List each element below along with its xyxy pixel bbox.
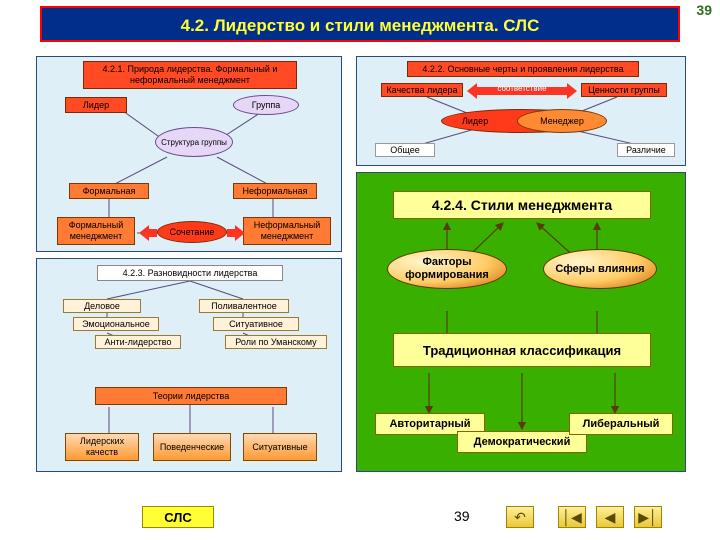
node-th-behav: Поведенческие	[153, 433, 231, 461]
node-anti: Анти-лидерство	[95, 335, 181, 349]
node-emotional: Эмоциональное	[73, 317, 159, 331]
node-theories: Теории лидерства	[95, 387, 287, 405]
node-leader: Лидер	[65, 97, 127, 113]
node-roles: Роли по Уманскому	[225, 335, 327, 349]
node-formal-mgmt: Формальный менеджмент	[57, 217, 135, 245]
node-group: Группа	[233, 95, 299, 115]
node-classic: Традиционная классификация	[393, 333, 651, 367]
node-informal-mgmt: Неформальный менеджмент	[243, 217, 331, 245]
node-th-qual: Лидерских качеств	[65, 433, 139, 461]
combine-arrow-right	[227, 225, 245, 241]
node-formal: Формальная	[69, 183, 149, 199]
node-diff: Различие	[617, 143, 675, 157]
match-arrow: соответствие	[467, 83, 577, 99]
panel-423-header: 4.2.3. Разновидности лидерства	[97, 265, 283, 281]
node-combination: Сочетание	[157, 221, 227, 243]
node-polyvalent: Поливалентное	[199, 299, 289, 313]
panel-423: 4.2.3. Разновидности лидерства Деловое Э…	[36, 258, 342, 472]
sls-button[interactable]: СЛС	[142, 506, 214, 528]
node-factors: Факторы формирования	[387, 249, 507, 289]
node-group-values: Ценности группы	[581, 83, 667, 97]
panel-424: 4.2.4. Стили менеджмента Факторы формиро…	[356, 172, 686, 472]
node-informal: Неформальная	[233, 183, 317, 199]
panel-422: 4.2.2. Основные черты и проявления лидер…	[356, 56, 686, 166]
panel-421-header: 4.2.1. Природа лидерства. Формальный и н…	[83, 61, 297, 89]
page-number-bottom: 39	[454, 508, 470, 524]
panel-424-header: 4.2.4. Стили менеджмента	[393, 191, 651, 219]
node-th-sit: Ситуативные	[243, 433, 317, 461]
nav-return-button[interactable]: ↶	[506, 506, 534, 528]
slide-root: 39 4.2. Лидерство и стили менеджмента. С…	[0, 0, 720, 540]
panel-421: 4.2.1. Природа лидерства. Формальный и н…	[36, 56, 342, 252]
node-spheres: Сферы влияния	[543, 249, 657, 289]
slide-title: 4.2. Лидерство и стили менеджмента. СЛС	[40, 6, 680, 42]
page-number-top: 39	[696, 2, 712, 18]
node-situational: Ситуативное	[213, 317, 299, 331]
node-manager: Менеджер	[517, 109, 607, 133]
node-common: Общее	[375, 143, 435, 157]
node-structure: Структура группы	[155, 127, 233, 157]
node-demo: Демократический	[457, 431, 587, 453]
nav-first-button[interactable]: │◀	[558, 506, 586, 528]
nav-prev-button[interactable]: ◀	[596, 506, 624, 528]
panel-422-header: 4.2.2. Основные черты и проявления лидер…	[407, 61, 639, 77]
node-business: Деловое	[63, 299, 141, 313]
combine-arrow-left	[139, 225, 157, 241]
node-leader-quality: Качества лидера	[381, 83, 463, 97]
match-label: соответствие	[477, 84, 567, 93]
nav-next-button[interactable]: ▶│	[634, 506, 662, 528]
node-lib: Либеральный	[569, 413, 673, 435]
